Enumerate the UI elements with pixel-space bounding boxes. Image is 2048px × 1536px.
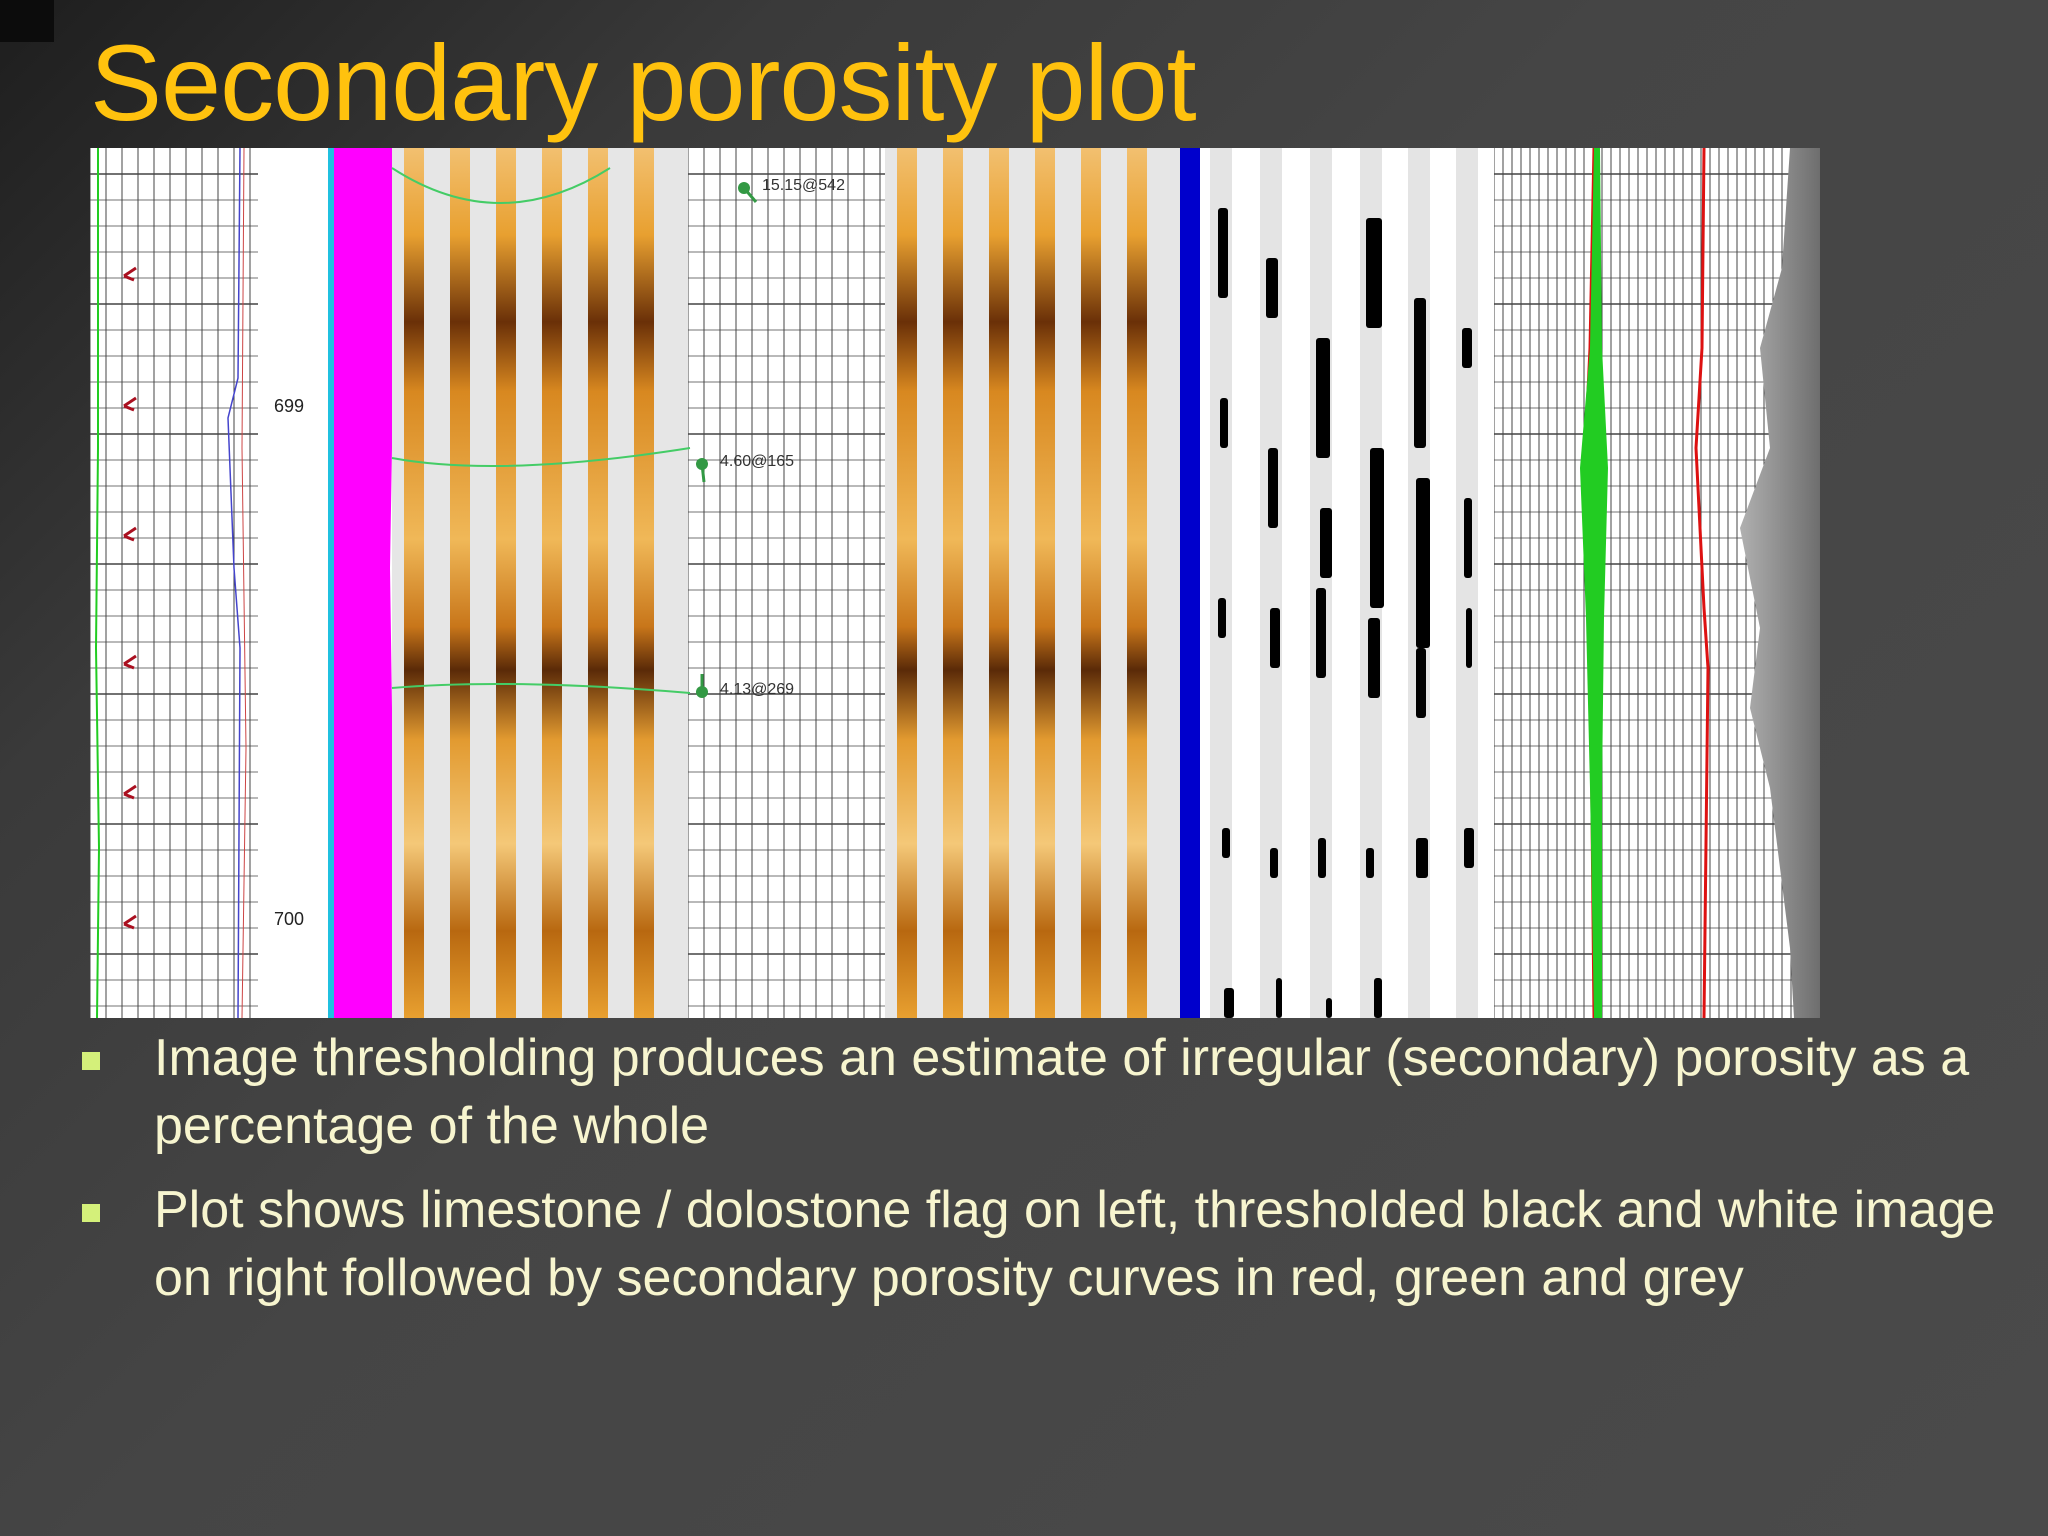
dip-arrow-markers — [123, 266, 137, 930]
caliper-curve-red — [241, 148, 247, 1018]
bedding-sinusoid-1 — [391, 167, 611, 204]
caliper-curve-blue — [227, 148, 241, 1018]
track-divider-blue — [1180, 148, 1200, 1018]
bedding-sinusoid-2 — [391, 447, 691, 467]
borehole-image-track-2 — [885, 148, 1180, 1018]
bullet-square-icon — [82, 1052, 100, 1070]
gamma-curve-green — [94, 148, 101, 1018]
svg-text:4.60@165: 4.60@165 — [720, 453, 794, 470]
bullet-item: Image thresholding produces an estimate … — [78, 1024, 2008, 1160]
dip-tadpole-1: 15.15@542 — [738, 177, 845, 203]
dip-tadpole-2: 4.60@165 — [696, 453, 794, 483]
secondary-porosity-fill-green — [1580, 148, 1608, 1018]
well-log-plot: 699 700 15.15@542 4.60@165 4.13@269 — [90, 148, 1820, 1018]
borehole-image-track-1 — [392, 148, 688, 1018]
depth-label-700: 700 — [274, 909, 304, 929]
bedding-sinusoid-3 — [391, 683, 691, 694]
bullet-list: Image thresholding produces an estimate … — [78, 1024, 2008, 1328]
svg-text:15.15@542: 15.15@542 — [762, 177, 845, 194]
secondary-porosity-grey-area — [1740, 148, 1820, 1018]
bullet-text: Plot shows limestone / dolostone flag on… — [154, 1181, 1996, 1307]
dip-tadpole-3: 4.13@269 — [696, 674, 794, 698]
bullet-text: Image thresholding produces an estimate … — [154, 1029, 1970, 1155]
slide-title: Secondary porosity plot — [90, 22, 1197, 143]
flag-edge-cyan — [328, 148, 334, 1018]
bullet-square-icon — [82, 1204, 100, 1222]
depth-label-699: 699 — [274, 396, 304, 416]
bullet-item: Plot shows limestone / dolostone flag on… — [78, 1176, 2008, 1312]
slide-corner-mark — [0, 0, 54, 42]
depth-track-grid — [90, 148, 260, 1018]
well-log-figure: 699 700 15.15@542 4.60@165 4.13@269 — [90, 148, 1820, 1018]
limestone-dolostone-flag — [334, 148, 394, 1018]
svg-text:4.13@269: 4.13@269 — [720, 681, 794, 698]
secondary-porosity-curve-red-2 — [1694, 148, 1710, 1018]
thresholded-bw-image-track — [1200, 148, 1494, 1018]
